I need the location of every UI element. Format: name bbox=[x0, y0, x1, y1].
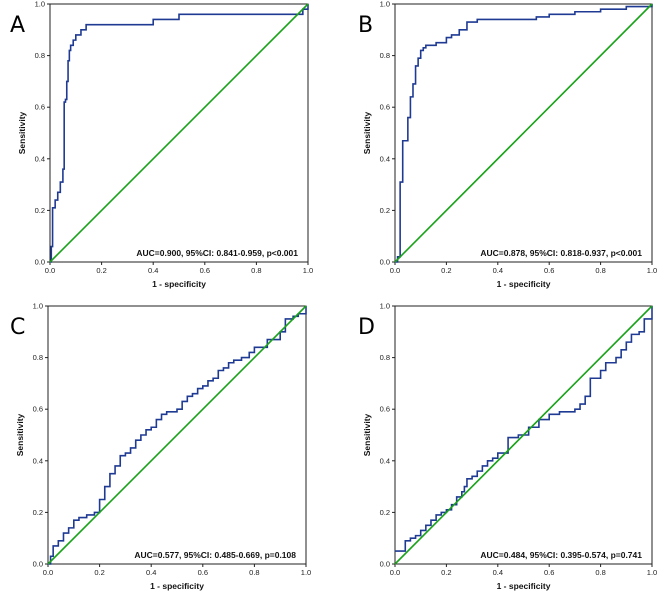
x-tick-label: 0.8 bbox=[595, 266, 605, 275]
x-tick-label: 0.2 bbox=[96, 266, 106, 275]
y-tick-label: 0.2 bbox=[33, 508, 43, 517]
y-tick-label: 0.8 bbox=[380, 51, 390, 60]
roc-curve bbox=[50, 4, 309, 263]
x-axis-title: 1 - specificity bbox=[152, 279, 206, 289]
panel-d: D 0.0 0.2 0.4 0.6 0.8 1.0 0.0 0.2 0.4 0.6 0.8 1.0 1 -… bbox=[358, 302, 657, 592]
auc-annotation: AUC=0.577, 95%CI: 0.485-0.669, p=0.108 bbox=[134, 550, 296, 560]
x-tick-label: 0.6 bbox=[198, 568, 208, 577]
x-tick-label: 0.6 bbox=[544, 266, 554, 275]
x-tick-label: 0.8 bbox=[251, 266, 261, 275]
y-axis-title: Sensitivity bbox=[362, 111, 372, 154]
x-tick-label: 0.0 bbox=[390, 568, 400, 577]
auc-annotation: AUC=0.484, 95%CI: 0.395-0.574, p=0.741 bbox=[480, 550, 642, 560]
x-axis-title: 1 - specificity bbox=[150, 581, 204, 591]
x-axis-title: 1 - specificity bbox=[497, 581, 551, 591]
y-axis-title: Sensitivity bbox=[362, 413, 372, 456]
y-tick-label: 1.0 bbox=[380, 0, 390, 9]
x-tick-label: 0.4 bbox=[493, 266, 503, 275]
y-tick-label: 0.4 bbox=[380, 456, 390, 465]
auc-annotation: AUC=0.878, 95%CI: 0.818-0.937, p<0.001 bbox=[480, 248, 642, 258]
y-tick-label: 0.6 bbox=[380, 405, 390, 414]
reference-line bbox=[394, 305, 653, 565]
y-tick-label: 0.6 bbox=[33, 405, 43, 414]
y-tick-label: 0.0 bbox=[35, 258, 45, 267]
y-tick-label: 0.0 bbox=[33, 560, 43, 569]
x-tick-label: 0.0 bbox=[43, 568, 53, 577]
plot-frame bbox=[394, 305, 653, 565]
x-tick-label: 0.4 bbox=[146, 568, 156, 577]
x-tick-label: 0.2 bbox=[94, 568, 104, 577]
x-tick-label: 1.0 bbox=[647, 568, 657, 577]
x-tick-label: 0.2 bbox=[441, 266, 451, 275]
x-tick-label: 0.0 bbox=[45, 266, 55, 275]
x-tick-label: 1.0 bbox=[301, 568, 311, 577]
y-tick-label: 0.0 bbox=[380, 560, 390, 569]
y-tick-label: 0.8 bbox=[33, 353, 43, 362]
plot-frame bbox=[394, 3, 653, 263]
y-tick-label: 0.2 bbox=[380, 508, 390, 517]
x-tick-label: 0.4 bbox=[493, 568, 503, 577]
x-tick-label: 1.0 bbox=[647, 266, 657, 275]
y-tick-label: 0.4 bbox=[33, 456, 43, 465]
y-tick-label: 0.8 bbox=[35, 51, 45, 60]
panel-letter: A bbox=[10, 13, 25, 38]
x-tick-label: 0.8 bbox=[595, 568, 605, 577]
y-tick-label: 1.0 bbox=[33, 302, 43, 311]
x-tick-label: 0.6 bbox=[544, 568, 554, 577]
panel-letter: B bbox=[358, 13, 373, 38]
roc-curve bbox=[48, 306, 307, 565]
y-tick-label: 0.4 bbox=[35, 154, 45, 163]
roc-curve bbox=[395, 306, 653, 552]
panel-a: A 0.0 0.2 0.4 0.6 0.8 1.0 0.0 0.2 0.4 0.6 0.8 1.0 1 -… bbox=[10, 0, 313, 289]
auc-annotation: AUC=0.900, 95%CI: 0.841-0.959, p<0.001 bbox=[136, 248, 298, 258]
y-axis-title: Sensitivity bbox=[17, 111, 27, 154]
x-tick-label: 0.0 bbox=[390, 266, 400, 275]
y-tick-label: 0.6 bbox=[35, 103, 45, 112]
y-tick-label: 0.6 bbox=[380, 103, 390, 112]
plot-frame bbox=[47, 305, 307, 565]
y-tick-label: 0.2 bbox=[380, 206, 390, 215]
plot-frame bbox=[49, 3, 309, 263]
y-tick-label: 1.0 bbox=[35, 0, 45, 9]
x-tick-label: 0.8 bbox=[249, 568, 259, 577]
x-tick-label: 1.0 bbox=[303, 266, 313, 275]
y-tick-label: 1.0 bbox=[380, 302, 390, 311]
x-tick-label: 0.6 bbox=[200, 266, 210, 275]
x-tick-label: 0.4 bbox=[148, 266, 158, 275]
x-tick-label: 0.2 bbox=[441, 568, 451, 577]
reference-line bbox=[47, 305, 307, 565]
roc-curve bbox=[395, 4, 653, 263]
x-axis-title: 1 - specificity bbox=[497, 279, 551, 289]
panel-letter: C bbox=[10, 315, 25, 340]
panel-b: B 0.0 0.2 0.4 0.6 0.8 1.0 0.0 0.2 0.4 0.6 0.8 1.0 1 -… bbox=[358, 0, 657, 289]
reference-line bbox=[394, 3, 653, 263]
panel-letter: D bbox=[358, 315, 375, 340]
y-tick-label: 0.8 bbox=[380, 353, 390, 362]
y-axis-title: Sensitivity bbox=[15, 413, 25, 456]
panel-c: C 0.0 0.2 0.4 0.6 0.8 1.0 0.0 0.2 0.4 0.6 0.8 1.0 1 -… bbox=[10, 302, 311, 592]
y-tick-label: 0.2 bbox=[35, 206, 45, 215]
y-tick-label: 0.0 bbox=[380, 258, 390, 267]
reference-line bbox=[49, 3, 309, 263]
y-tick-label: 0.4 bbox=[380, 154, 390, 163]
